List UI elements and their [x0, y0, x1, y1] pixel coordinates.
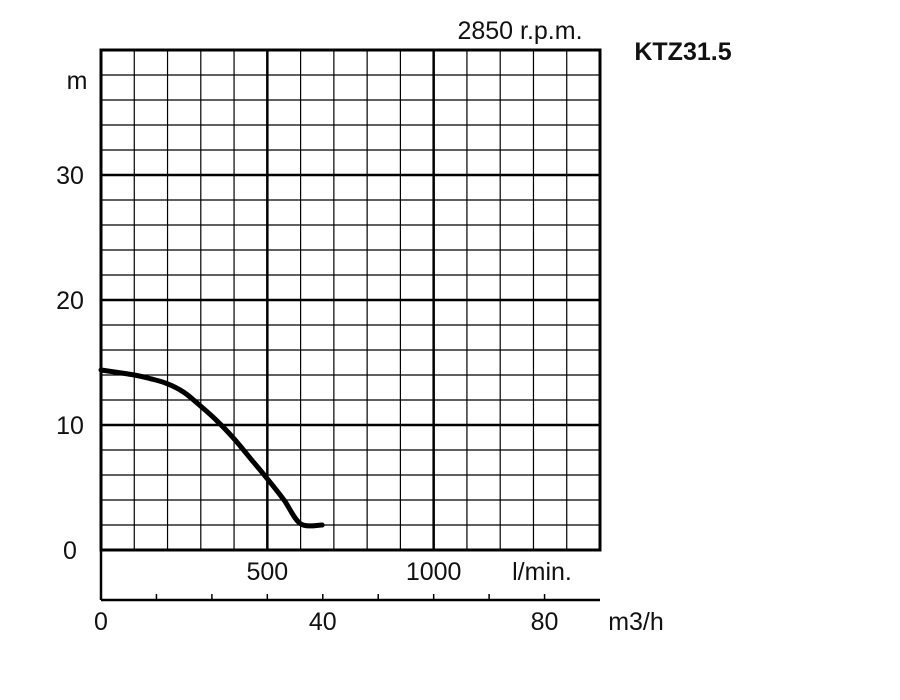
lmin-tick-labels: 500 1000: [246, 558, 461, 586]
m3h-tick-label: 0: [94, 608, 108, 636]
model-label: KTZ31.5: [634, 38, 731, 66]
y-tick-label: 0: [63, 537, 77, 565]
y-tick-labels: 0 10 20 30: [56, 162, 84, 565]
plot-frame: [99, 48, 602, 552]
lmin-tick-label: 500: [246, 558, 288, 586]
y-axis-unit: m: [67, 67, 88, 95]
m3h-tick-label: 80: [531, 608, 559, 636]
chart-grid: [99, 48, 602, 602]
m3h-axis-unit: m3/h: [608, 608, 664, 636]
y-tick-label: 10: [56, 412, 84, 440]
m3h-tick-label: 40: [309, 608, 337, 636]
y-tick-label: 20: [56, 287, 84, 315]
y-tick-label: 30: [56, 162, 84, 190]
rpm-label: 2850 r.p.m.: [457, 17, 582, 45]
lmin-tick-label: 1000: [406, 558, 462, 586]
pump-performance-curve: [98, 367, 325, 529]
m3h-tick-labels: 0 40 80: [94, 608, 558, 636]
lmin-axis-unit: l/min.: [512, 558, 572, 586]
